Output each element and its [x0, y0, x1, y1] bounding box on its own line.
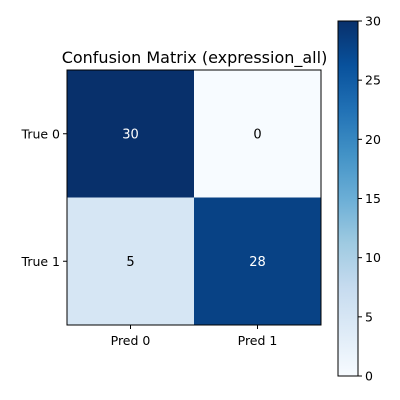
colorbar-tick-label: 20	[365, 132, 381, 147]
colorbar-tick-label: 30	[365, 14, 381, 29]
cell-value-r0-c0: 30	[122, 127, 139, 142]
cell-value-r1-c1: 28	[249, 255, 266, 270]
chart-title: Confusion Matrix (expression_all)	[62, 48, 328, 68]
row-tick-label: True 0	[21, 126, 61, 141]
colorbar-tick-label: 5	[365, 309, 373, 324]
row-tick-labels: True 0 True 1	[21, 126, 67, 269]
colorbar-tick-label: 15	[365, 191, 381, 206]
col-tick-label: Pred 0	[111, 333, 151, 348]
colorbar	[338, 21, 358, 376]
row-tick-label: True 1	[21, 254, 60, 269]
cell-value-r1-c0: 5	[126, 255, 134, 270]
colorbar-tick-label: 10	[365, 250, 381, 265]
col-tick-labels: Pred 0 Pred 1	[111, 325, 278, 348]
col-tick-label: Pred 1	[238, 333, 278, 348]
colorbar-tick-label: 0	[365, 369, 373, 384]
cell-value-r0-c1: 0	[253, 127, 261, 142]
colorbar-tick-label: 25	[365, 73, 381, 88]
colorbar-ticks: 0 5 10 15 20 25 30	[358, 14, 381, 384]
matrix-area: 30 0 5 28	[67, 70, 321, 325]
